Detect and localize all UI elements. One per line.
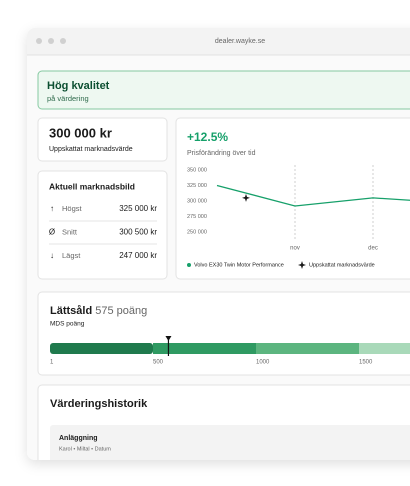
legend-dot	[187, 263, 191, 267]
mds-card	[37, 291, 410, 376]
history-entry[interactable]	[50, 425, 410, 465]
window-dot[interactable]	[48, 38, 54, 44]
mds-tick-label: 500	[153, 360, 164, 366]
mds-title: Lättsåld	[50, 305, 92, 317]
estimate-card	[37, 117, 168, 162]
row-icon: ↑	[50, 204, 54, 213]
mds-heading: Lättsåld 575 poäng	[50, 305, 147, 317]
chart-subtitle: Prisförändring över tid	[187, 150, 256, 157]
row-icon: Ø	[49, 228, 55, 237]
y-tick-label: 300 000	[187, 198, 207, 204]
window-dot[interactable]	[36, 38, 42, 44]
quality-banner	[37, 70, 410, 110]
row-value: 300 500 kr	[119, 228, 157, 237]
x-tick-label: nov	[290, 246, 300, 252]
mds-segment	[256, 343, 359, 354]
price-line	[216, 184, 410, 207]
x-tick-label: dec	[368, 246, 378, 252]
chart-title: +12.5%	[187, 130, 228, 144]
market-title: Aktuell marknadsbild	[49, 181, 135, 191]
window-content: dealer.wayke.se Hög kvalitet på värderin…	[27, 28, 410, 465]
row-label: Högst	[62, 204, 83, 213]
y-tick-label: 350 000	[187, 167, 207, 173]
y-tick-label: 275 000	[187, 214, 207, 220]
entry-title: Anläggning	[59, 435, 98, 442]
url[interactable]: dealer.wayke.se	[215, 38, 265, 45]
legend-star	[298, 261, 306, 269]
mds-pointer-head	[165, 336, 172, 341]
mds-subtitle: MDS poäng	[50, 321, 85, 328]
mds-tick-label: 1	[50, 360, 54, 366]
mds-tick-label: 1000	[256, 360, 270, 366]
row-label: Snitt	[62, 227, 78, 236]
history-title: Värderingshistorik	[50, 398, 148, 410]
chart-card	[175, 117, 410, 280]
estimate-marker	[242, 193, 250, 202]
title-bar	[27, 28, 410, 55]
row-label: Lägst	[62, 251, 81, 260]
banner-title: Hög kvalitet	[47, 80, 110, 92]
dynamic-layer: ↑ Högst 325 000 kr Ø Snitt 300 500 kr ↓ Lägst 24…	[49, 165, 410, 366]
market-card	[37, 170, 168, 280]
window-dot[interactable]	[60, 38, 66, 44]
entry-meta: Karol • Miltal • Datum	[59, 446, 111, 452]
row-value: 325 000 kr	[119, 204, 157, 213]
y-tick-label: 325 000	[187, 183, 207, 189]
mds-segment	[359, 343, 410, 354]
mds-tick-label: 1500	[359, 360, 373, 366]
row-icon: ↓	[50, 251, 54, 260]
mds-segment	[50, 343, 153, 354]
legend-label: Volvo EX30 Twin Motor Performance	[194, 262, 284, 268]
estimate-label: Uppskattat marknadsvärde	[49, 146, 133, 153]
legend-label: Uppskattat marknadsvärde	[309, 262, 375, 268]
estimate-value: 300 000 kr	[49, 125, 112, 140]
banner-subtitle: på värdering	[47, 94, 89, 103]
y-tick-label: 250 000	[187, 229, 207, 235]
row-value: 247 000 kr	[119, 251, 157, 260]
mds-score: 575 poäng	[95, 305, 147, 317]
mds-segment	[153, 343, 256, 354]
